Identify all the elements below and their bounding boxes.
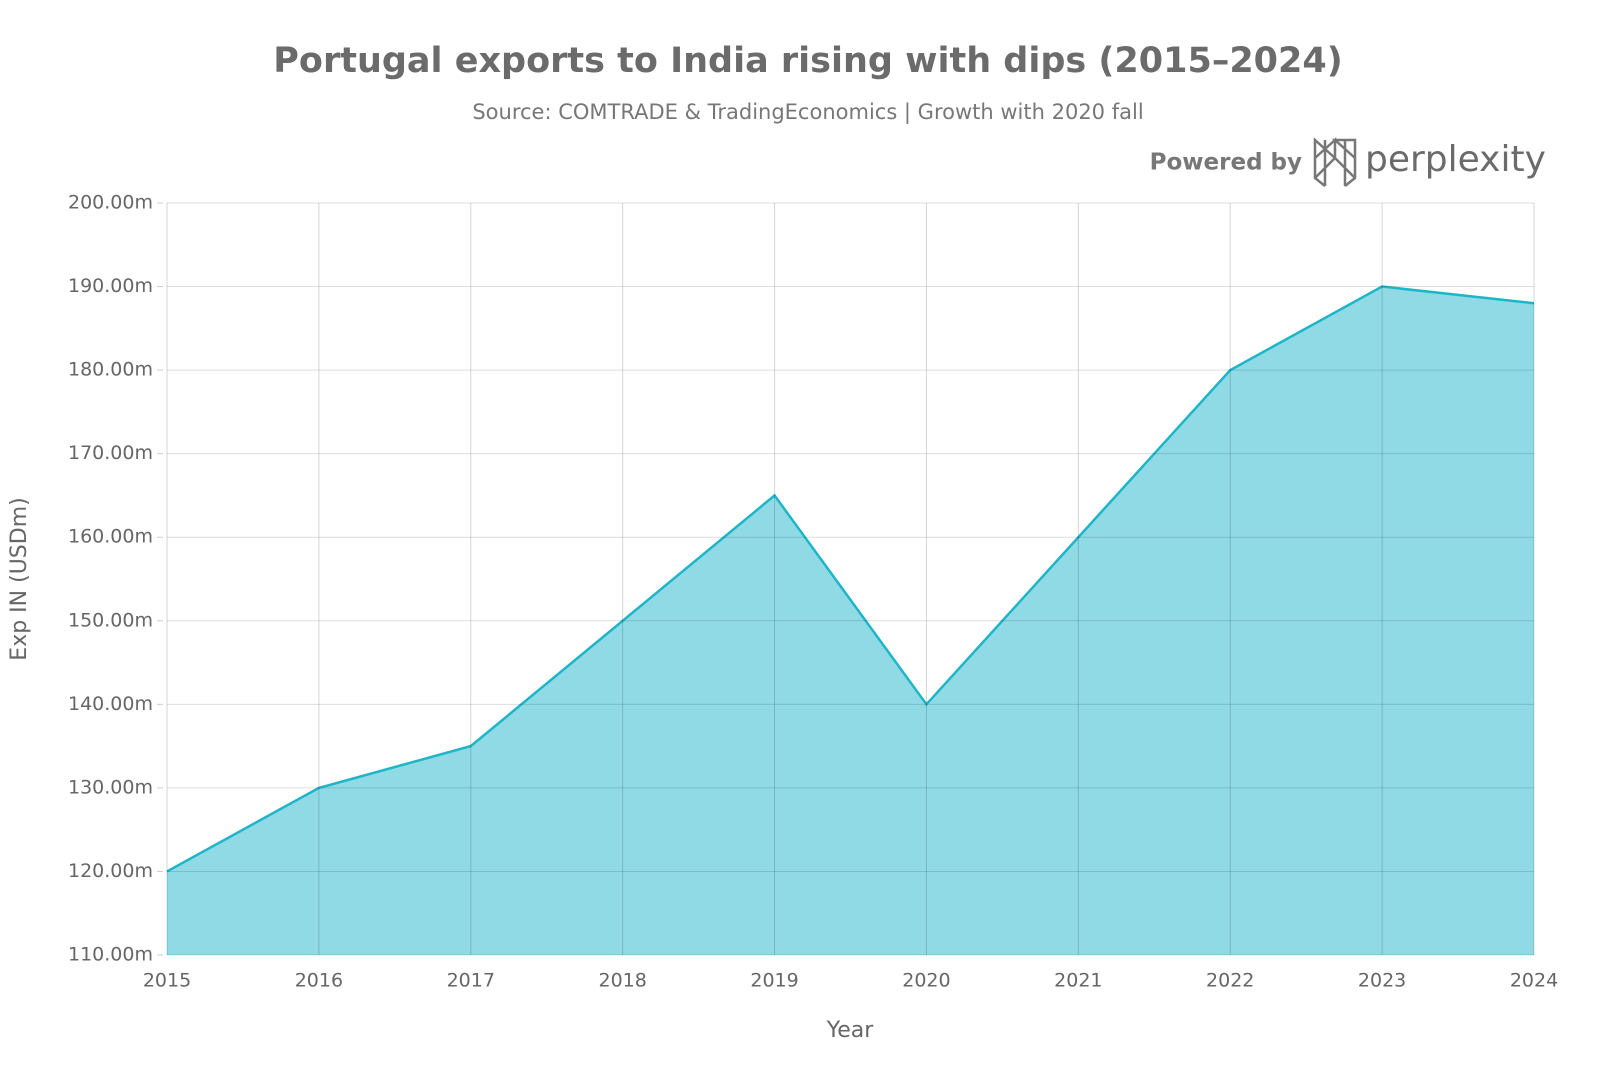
chart-subtitle: Source: COMTRADE & TradingEconomics | Gr… [472, 100, 1143, 125]
area-fill [167, 286, 1534, 955]
y-tick-label: 200.00m [68, 192, 153, 214]
y-tick-label: 130.00m [68, 776, 153, 798]
x-tick-label: 2024 [1510, 970, 1558, 992]
y-tick-label: 140.00m [68, 693, 153, 715]
y-tick-label: 150.00m [68, 609, 153, 631]
x-tick-label: 2018 [598, 970, 646, 992]
y-tick-label: 120.00m [68, 860, 153, 882]
y-tick-label: 160.00m [68, 526, 153, 548]
x-tick-label: 2020 [902, 970, 950, 992]
x-tick-label: 2021 [1054, 970, 1102, 992]
x-axis-title: Year [826, 1018, 875, 1043]
x-tick-label: 2015 [143, 970, 191, 992]
x-tick-label: 2019 [750, 970, 798, 992]
x-tick-label: 2016 [295, 970, 343, 992]
x-tick-label: 2022 [1206, 970, 1254, 992]
x-tick-label: 2023 [1358, 970, 1406, 992]
chart-title: Portugal exports to India rising with di… [273, 41, 1342, 81]
brand-logo [1313, 137, 1357, 187]
x-tick-label: 2017 [447, 970, 495, 992]
y-tick-label: 180.00m [68, 359, 153, 381]
area-line [166, 285, 1535, 873]
y-axis-title: Exp IN (USDm) [7, 497, 32, 660]
y-tick-label: 110.00m [68, 944, 153, 966]
brand-name: perplexity [1365, 139, 1546, 180]
brand-prefix: Powered by [1150, 150, 1302, 176]
y-tick-label: 190.00m [68, 275, 153, 297]
y-tick-label: 170.00m [68, 442, 153, 464]
